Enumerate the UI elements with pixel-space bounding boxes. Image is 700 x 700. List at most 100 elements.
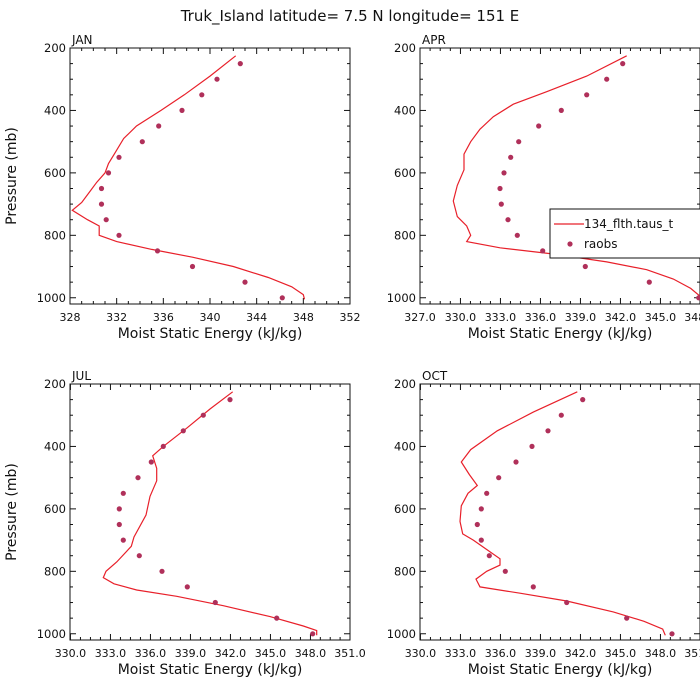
- oct-ytick-label: 400: [394, 439, 416, 453]
- jul-obs-point: [136, 553, 142, 559]
- jan-plot-frame: [69, 47, 351, 305]
- apr-obs-point: [620, 61, 626, 67]
- jul-xtick-label: 351.0: [334, 647, 366, 660]
- jul-xtick-label: 342.0: [215, 647, 247, 660]
- oct-ytick-label: 1000: [387, 627, 416, 641]
- oct-ytick-label: 200: [394, 377, 416, 391]
- oct-obs-point: [478, 537, 484, 543]
- apr-xtick-label: 336.0: [525, 311, 557, 324]
- jan-obs-point: [189, 263, 196, 270]
- oct-xtick-label: 342.0: [565, 647, 597, 660]
- oct-obs-point: [484, 490, 490, 496]
- apr-model-line: [452, 55, 700, 298]
- jul-ytick-label: 800: [44, 564, 66, 578]
- jul-obs-point: [200, 412, 206, 418]
- oct-xtick-label: 351.0: [684, 647, 700, 660]
- jan-obs-point: [179, 107, 185, 113]
- jul-xtick-label: 345.0: [255, 647, 287, 660]
- jan-obs-point: [116, 232, 122, 238]
- oct-xtick-label: 333.0: [445, 647, 477, 660]
- jan-xtick-label: 344: [246, 311, 267, 324]
- jan-obs-point: [214, 76, 220, 82]
- jan-ytick-label: 1000: [37, 291, 66, 305]
- jan-obs-point: [105, 170, 112, 176]
- oct-obs-point: [529, 443, 535, 449]
- jul-obs-point: [120, 537, 126, 543]
- apr-obs-point: [508, 154, 514, 160]
- jul-ytick-label: 1000: [37, 627, 66, 641]
- oct-obs-point: [564, 599, 570, 606]
- apr-panel: APR 200 400 600 800 1000 327.0 330.0 333.0 336.0 3…: [387, 33, 700, 342]
- apr-obs-point: [540, 248, 546, 254]
- jan-model-line: [71, 55, 306, 300]
- jan-ytick-label: 400: [44, 103, 66, 117]
- jul-ytick-label: 600: [44, 502, 66, 516]
- apr-xtick-label: 342.0: [605, 311, 637, 324]
- jul-obs-point: [274, 615, 280, 621]
- apr-obs-point: [505, 217, 511, 223]
- jul-xtick-label: 333.0: [95, 647, 127, 660]
- jan-ytick-label: 600: [44, 166, 66, 180]
- oct-obs-point: [530, 584, 536, 590]
- oct-obs-point: [545, 428, 551, 434]
- legend-obs-marker: [567, 241, 573, 247]
- jul-panel: JUL 200 400 600 800 1000 330.0 333.0 336.0 339.0 3…: [4, 369, 366, 678]
- oct-obs-point: [474, 521, 480, 528]
- oct-xtick-label: 348.0: [645, 647, 677, 660]
- jul-obs-point: [148, 459, 154, 465]
- jan-xtick-label: 352: [340, 311, 361, 324]
- jul-ytick-label: 200: [44, 377, 66, 391]
- jul-xtick-label: 348.0: [295, 647, 327, 660]
- apr-obs-point: [646, 279, 652, 285]
- oct-obs-point: [486, 553, 492, 559]
- apr-obs-point: [516, 139, 522, 145]
- jul-xtick-label: 339.0: [175, 647, 207, 660]
- jan-obs-point: [242, 279, 248, 285]
- apr-ytick-label: 600: [394, 166, 416, 180]
- apr-ytick-label: 1000: [387, 291, 416, 305]
- oct-obs-point: [478, 506, 484, 512]
- jul-obs-point: [159, 568, 165, 574]
- jul-plot-frame: [69, 383, 351, 641]
- apr-ytick-label: 200: [394, 41, 416, 55]
- jul-obs-point: [116, 521, 122, 528]
- apr-xtick-label: 348.0: [684, 311, 700, 324]
- jul-obs-point: [184, 584, 190, 590]
- jan-xaxis-label: Moist Static Energy (kJ/kg): [118, 326, 303, 342]
- apr-obs-point: [584, 92, 590, 98]
- apr-obs-point: [558, 107, 564, 113]
- apr-obs-point: [497, 185, 503, 192]
- jul-obs-point: [135, 475, 141, 481]
- jan-ytick-label: 200: [44, 41, 66, 55]
- oct-ytick-label: 600: [394, 502, 416, 516]
- jul-obs-point: [212, 599, 218, 606]
- jul-yaxis-label: Pressure (mb): [4, 463, 20, 561]
- jan-xtick-label: 340: [200, 311, 221, 324]
- jan-xtick-label: 328: [60, 311, 81, 324]
- apr-obs-point: [696, 295, 700, 301]
- oct-obs-point: [558, 412, 564, 418]
- apr-obs-point: [514, 232, 520, 238]
- jan-panel-label: JAN: [71, 33, 93, 47]
- oct-obs-point: [669, 631, 675, 637]
- jul-obs-point: [310, 631, 316, 637]
- jan-obs-point: [116, 154, 122, 160]
- apr-panel-label: APR: [422, 33, 446, 47]
- panels: JAN 200 400 600 800 1000 328 332 336 340 344 348 352…: [4, 33, 700, 678]
- oct-xtick-label: 345.0: [605, 647, 637, 660]
- legend-model-label: 134_flth.taus_t: [584, 217, 674, 231]
- oct-obs-point: [513, 459, 519, 465]
- jan-ytick-label: 800: [44, 228, 66, 242]
- jul-obs-point: [116, 506, 122, 512]
- oct-xtick-label: 339.0: [525, 647, 557, 660]
- apr-ytick-label: 800: [394, 228, 416, 242]
- jan-obs-point: [98, 201, 105, 207]
- jul-obs-point: [180, 428, 186, 434]
- jul-panel-label: JUL: [71, 369, 91, 383]
- legend: 134_flth.taus_t raobs: [549, 208, 700, 259]
- apr-xtick-label: 339.0: [565, 311, 597, 324]
- apr-ytick-label: 400: [394, 103, 416, 117]
- oct-xaxis-label: Moist Static Energy (kJ/kg): [468, 662, 653, 678]
- jan-xtick-label: 348: [293, 311, 314, 324]
- jan-obs-point: [237, 61, 243, 67]
